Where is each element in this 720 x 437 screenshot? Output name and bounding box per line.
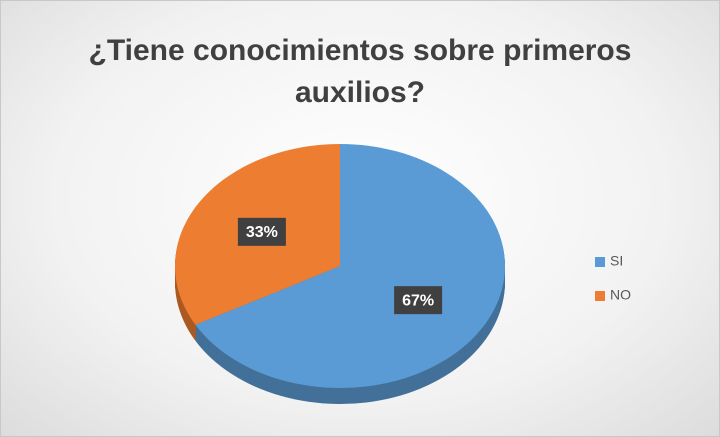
legend-swatch	[595, 257, 605, 267]
chart-title: ¿Tiene conocimientos sobre primeros auxi…	[88, 34, 632, 109]
legend-label: NO	[610, 287, 631, 303]
slice	[195, 144, 505, 388]
data-label-box	[394, 286, 443, 315]
legend-label: SI	[610, 253, 623, 269]
legend-swatch	[595, 291, 605, 301]
data-label: 33%	[246, 224, 278, 241]
data-label: 67%	[402, 292, 434, 309]
data-label-box	[237, 217, 286, 246]
